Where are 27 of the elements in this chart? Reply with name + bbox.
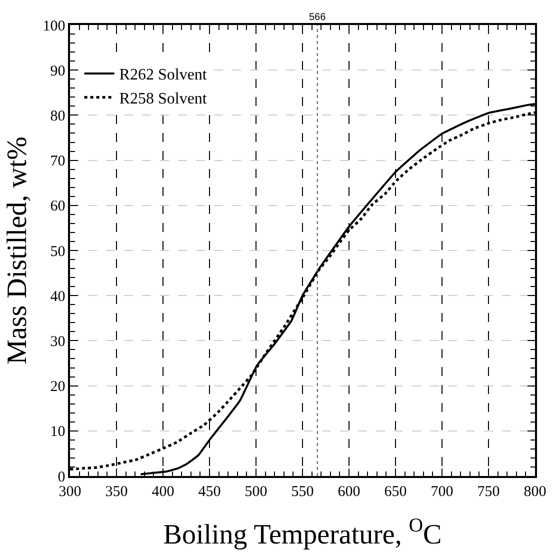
y-tick-label: 30 (50, 334, 66, 350)
y-tick-label: 20 (50, 379, 66, 396)
legend-label: R262 Solvent (119, 66, 208, 84)
y-axis-title: Mass Distilled, wt% (2, 136, 33, 364)
x-tick-label: 350 (105, 484, 128, 500)
y-tick-label: 80 (50, 108, 66, 124)
y-tick-label: 10 (50, 424, 66, 440)
ref-line-label: 566 (309, 12, 326, 23)
x-tick-label: 650 (384, 484, 407, 500)
x-tick-label: 800 (524, 484, 546, 500)
x-axis-title: Boiling Temperature, $^{O}$C (163, 516, 442, 550)
y-tick-label: 40 (50, 288, 66, 305)
y-tick-label: 90 (50, 63, 66, 80)
y-tick-label: 60 (50, 198, 66, 215)
x-tick-label: 700 (430, 484, 454, 500)
y-tick-label: 50 (50, 244, 66, 260)
x-tick-label: 550 (291, 484, 314, 500)
x-tick-label: 500 (244, 484, 268, 500)
x-tick-label: 600 (338, 484, 360, 500)
x-tick-label: 300 (58, 484, 82, 500)
x-tick-label: 750 (477, 484, 500, 500)
x-tick-label: 450 (198, 484, 221, 500)
y-tick-label: 100 (42, 18, 66, 34)
y-tick-label: 70 (50, 154, 66, 170)
legend-label: R258 Solvent (119, 90, 208, 108)
y-tick-label: 0 (58, 469, 66, 486)
x-tick-label: 400 (152, 484, 174, 500)
